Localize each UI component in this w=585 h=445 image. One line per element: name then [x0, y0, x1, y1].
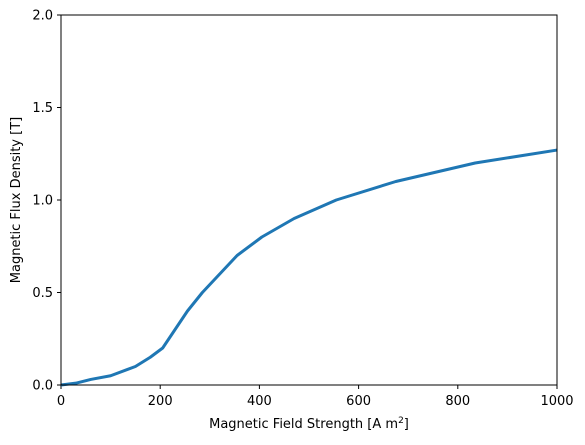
x-tick-label: 400	[247, 394, 272, 409]
x-tick-label: 0	[57, 394, 65, 409]
x-axis-label-suffix: ]	[404, 417, 409, 432]
x-tick-label: 800	[445, 394, 470, 409]
x-tick-label: 200	[148, 394, 173, 409]
y-tick-label: 2.0	[32, 9, 53, 24]
x-tick-label: 1000	[540, 394, 573, 409]
x-axis-label-main: Magnetic Field Strength [A m	[209, 417, 398, 432]
y-axis-label: Magnetic Flux Density [T]	[9, 117, 24, 283]
y-tick-label: 0.5	[32, 286, 53, 301]
plot-area	[61, 15, 557, 385]
x-tick-label: 600	[346, 394, 371, 409]
y-tick-label: 1.0	[32, 194, 53, 209]
x-axis-label: Magnetic Field Strength [A m2]	[209, 416, 409, 432]
y-tick-label: 1.5	[32, 101, 53, 116]
y-tick-label: 0.0	[32, 379, 53, 394]
